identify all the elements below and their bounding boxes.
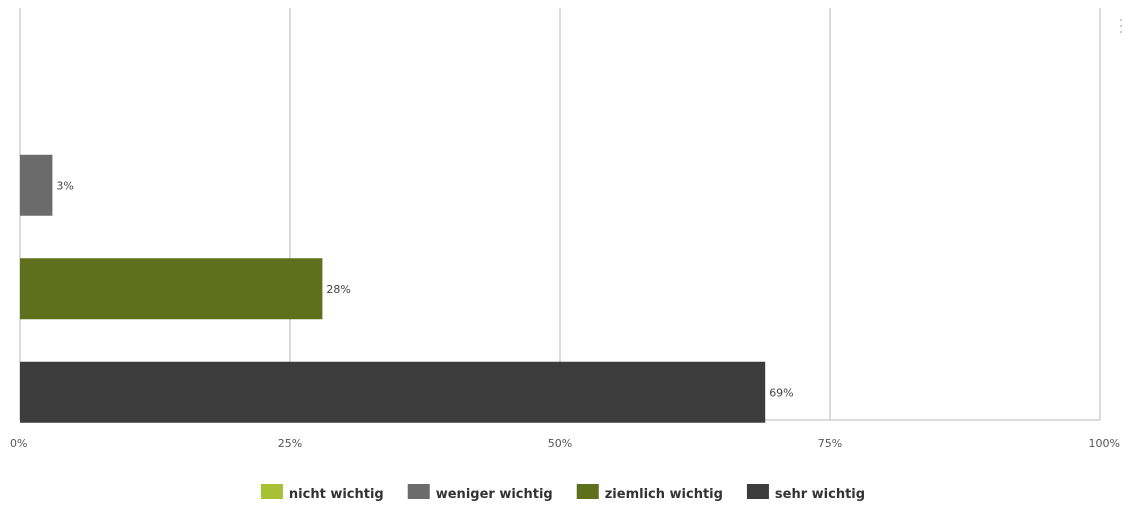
x-tick-label-2: 50% xyxy=(548,437,572,450)
data-label-weniger-wichtig: 3% xyxy=(56,179,73,192)
data-label-ziemlich-wichtig: 28% xyxy=(326,283,350,296)
bars xyxy=(20,154,766,423)
x-axis-ticks: 0% 25% 50% 75% 100% xyxy=(10,437,1120,450)
legend-swatch-ziemlich-wichtig[interactable] xyxy=(576,484,599,499)
legend-swatch-sehr-wichtig[interactable] xyxy=(746,484,769,499)
legend-swatch-weniger-wichtig[interactable] xyxy=(407,484,430,499)
bar-sehr-wichtig[interactable] xyxy=(20,361,766,423)
grid-lines xyxy=(19,8,1101,421)
legend-label-sehr-wichtig[interactable]: sehr wichtig xyxy=(775,487,865,502)
x-tick-label-1: 25% xyxy=(278,437,302,450)
legend: nicht wichtig weniger wichtig ziemlich wic… xyxy=(260,484,865,502)
x-tick-label-4: 100% xyxy=(1089,437,1120,450)
x-tick-label-0: 0% xyxy=(10,437,27,450)
bar-weniger-wichtig[interactable] xyxy=(20,154,53,216)
data-label-sehr-wichtig: 69% xyxy=(769,386,793,399)
data-labels: 3% 28% 69% xyxy=(56,179,793,399)
x-tick-label-3: 75% xyxy=(818,437,842,450)
bar-ziemlich-wichtig[interactable] xyxy=(20,258,323,320)
legend-label-nicht-wichtig[interactable]: nicht wichtig xyxy=(289,487,384,502)
menu-dots-icon[interactable] xyxy=(1119,18,1123,34)
legend-label-ziemlich-wichtig[interactable]: ziemlich wichtig xyxy=(605,487,723,502)
legend-label-weniger-wichtig[interactable]: weniger wichtig xyxy=(436,487,553,502)
legend-swatch-nicht-wichtig[interactable] xyxy=(260,484,283,499)
